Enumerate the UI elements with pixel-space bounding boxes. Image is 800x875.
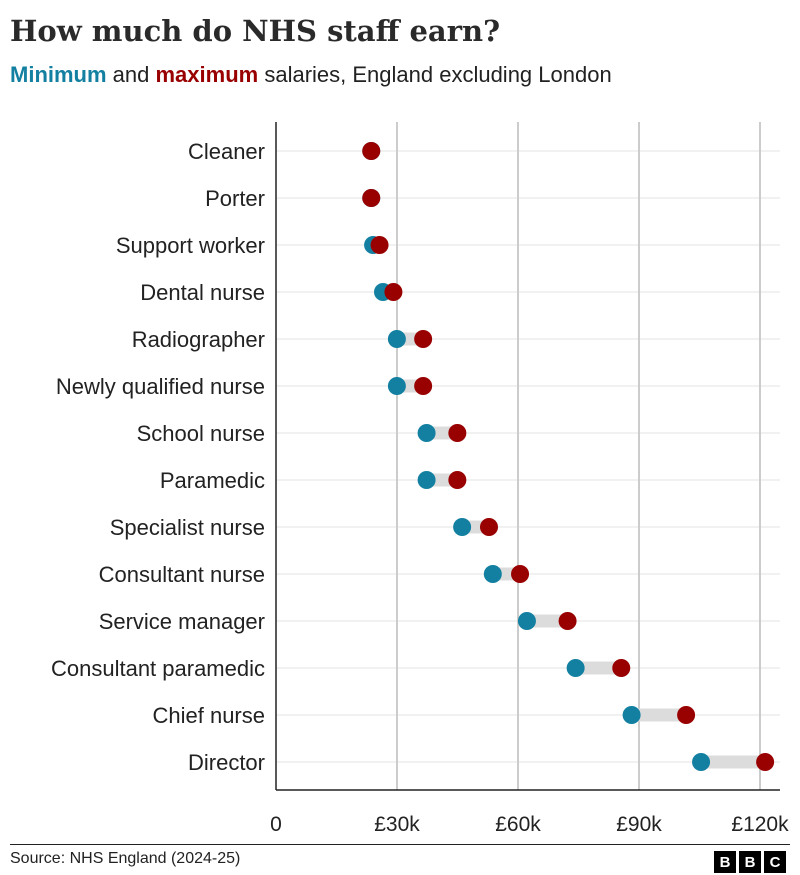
legend-minimum: Minimum [10,62,107,87]
category-label: Cleaner [188,139,265,164]
x-tick-label: £30k [374,813,420,836]
category-label: Consultant paramedic [51,656,265,681]
maximum-dot [612,659,631,677]
minimum-dot [417,424,436,442]
source-note: Source: NHS England (2024-25) [10,850,241,867]
category-label: Support worker [116,233,265,258]
maximum-dot [756,753,775,771]
x-tick-label: 0 [270,813,282,836]
category-label: Specialist nurse [110,515,265,540]
category-label: Director [188,750,265,775]
minimum-dot [387,330,406,348]
maximum-dot [414,330,433,348]
category-label: Radiographer [132,327,265,352]
category-label: Porter [205,186,265,211]
x-tick-label: £120k [731,813,789,836]
logo-letter: C [764,851,786,873]
x-tick-label: £90k [616,813,662,836]
minimum-dot [387,377,406,395]
legend-maximum: maximum [155,62,259,87]
category-label: Service manager [99,609,265,634]
chart-subtitle: Minimum and maximum salaries, England ex… [10,62,612,88]
maximum-dot [479,518,498,536]
category-label: School nurse [137,421,265,446]
logo-letter: B [714,851,736,873]
minimum-dot [483,565,502,583]
logo-letter: B [739,851,761,873]
maximum-dot [384,283,403,301]
maximum-dot [414,377,433,395]
subtitle-and: and [106,62,156,87]
subtitle-rest: salaries, England excluding London [258,62,612,87]
minimum-dot [692,753,711,771]
category-label: Chief nurse [152,703,265,728]
maximum-dot [511,565,530,583]
minimum-dot [453,518,472,536]
maximum-dot [448,424,467,442]
minimum-dot [417,471,436,489]
footer-divider [10,844,790,845]
category-label: Consultant nurse [99,562,265,587]
x-tick-label: £60k [495,813,541,836]
maximum-dot [370,236,389,254]
category-label: Dental nurse [140,280,265,305]
minimum-dot [566,659,585,677]
bbc-logo: B B C [714,851,786,873]
maximum-dot [362,142,381,160]
minimum-dot [517,612,536,630]
maximum-dot [558,612,577,630]
maximum-dot [362,189,381,207]
category-label: Paramedic [160,468,265,493]
chart-title: How much do NHS staff earn? [10,14,501,48]
minimum-dot [622,706,641,724]
maximum-dot [448,471,467,489]
category-label: Newly qualified nurse [56,374,265,399]
maximum-dot [677,706,696,724]
